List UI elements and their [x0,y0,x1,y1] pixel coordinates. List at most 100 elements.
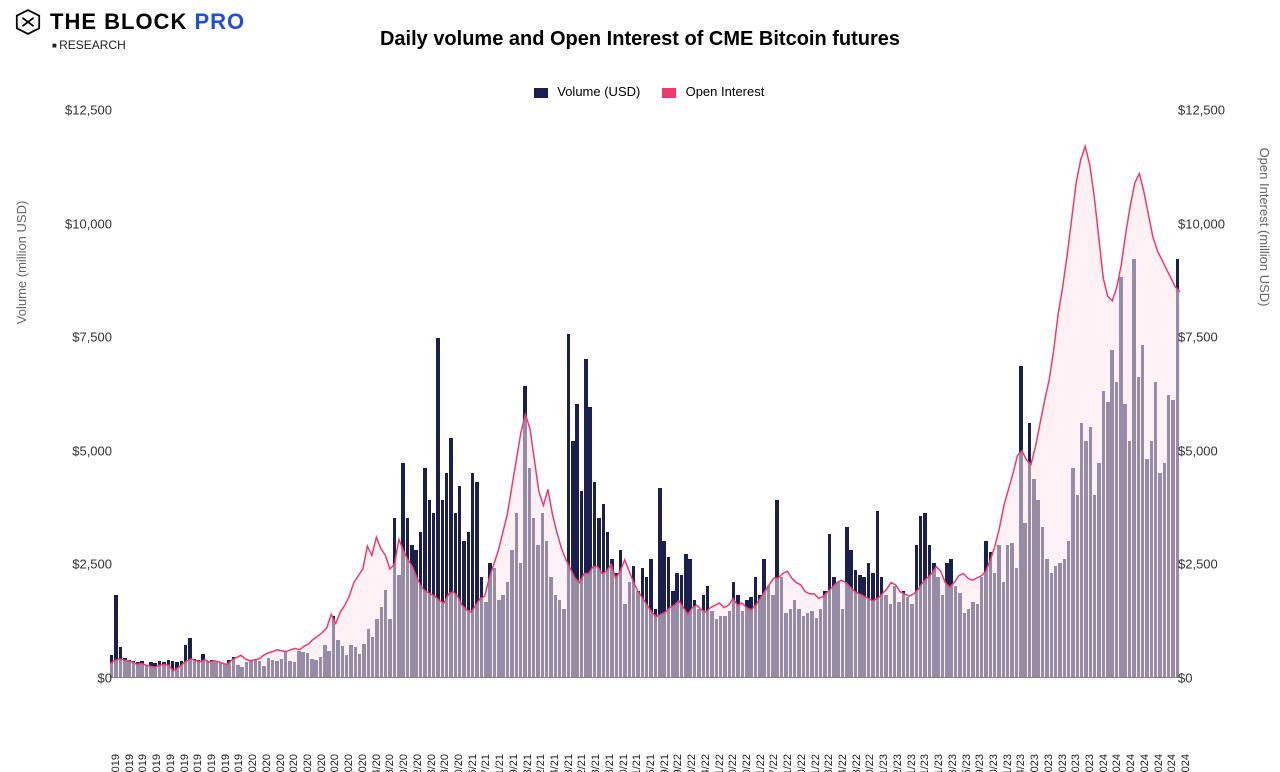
x-tick: 3/30/2020 [288,754,300,772]
x-tick: 7/23/2020 [357,754,369,772]
y-tick-left: $12,500 [65,103,112,118]
plot-surface [110,110,1180,678]
y-tick-right: $5,000 [1178,443,1218,458]
open-interest-line [110,110,1180,677]
x-tick: 8/1/23 [1002,754,1014,772]
x-tick: 12/5/21 [645,754,657,772]
x-tick: 6/25/2019 [124,754,136,772]
x-tick: 5/12/21 [535,754,547,772]
x-tick: 11/4/22 [837,754,849,772]
x-tick: 2/17/21 [480,754,492,772]
x-tick: 5/3/21 [522,754,534,772]
x-tick: 8/9/2019 [151,754,163,772]
x-tick: 8/14/20 [371,754,383,772]
x-tick: 3/21/23 [919,754,931,772]
x-tick: 5/3/23 [947,754,959,772]
x-tick: 11/21/2023 [1070,754,1082,772]
x-tick: 9/30/20 [398,754,410,772]
y-tick-right: $7,500 [1178,330,1218,345]
x-tick: 3/12/2024 [1139,754,1151,772]
x-tick: 10/20/21 [618,754,630,772]
x-tick: 10/17/2019 [192,754,204,772]
x-tick: 4/25/2024 [1166,754,1178,772]
x-axis-ticks: 6/3/20196/25/20197/18/20198/9/20199/3/20… [110,678,1180,772]
x-tick: 6/3/2019 [110,754,122,772]
x-tick: 11/28/22 [851,754,863,772]
x-tick: 6/30/2020 [343,754,355,772]
x-tick: 12/30/20 [453,754,465,772]
y-tick-left: $7,500 [72,330,112,345]
x-tick: 10/6/2023 [1029,754,1041,772]
x-tick: 3/1/23 [906,754,918,772]
x-tick: 11/13/20 [426,754,438,772]
x-tick: 8/1/22 [782,754,794,772]
x-tick: 9/25/2019 [179,754,191,772]
x-tick: 12/26/2019 [233,754,245,772]
y-tick-right: $10,000 [1178,216,1225,231]
x-tick: 9/3/2019 [165,754,177,772]
x-tick: 10/22/20 [412,754,424,772]
x-tick: 1/21/2020 [247,754,259,772]
x-tick: 12/13/2023 [1084,754,1096,772]
x-tick: 3/4/22 [700,754,712,772]
x-tick: 6/28/21 [563,754,575,772]
chart-legend: Volume (USD) Open Interest [0,84,1280,99]
x-tick: 5/25/23 [961,754,973,772]
legend-label-oi: Open Interest [686,84,765,99]
x-tick: 5/17/2024 [1180,754,1192,772]
x-tick: 1/19/22 [672,754,684,772]
legend-label-volume: Volume (USD) [557,84,640,99]
x-tick: 2/12/2020 [261,754,273,772]
y-tick-right: $2,500 [1178,557,1218,572]
x-tick: 7/18/2019 [137,754,149,772]
x-tick: 12/20/22 [864,754,876,772]
x-tick: 3/11/21 [494,754,506,772]
y-tick-right: $12,500 [1178,103,1225,118]
y-tick-right: $0 [1178,671,1192,686]
x-tick: 5/14/2020 [316,754,328,772]
x-tick: 6/8/2020 [329,754,341,772]
chart-plot-area: $0$0$2,500$2,500$5,000$5,000$7,500$7,500… [110,110,1180,678]
x-tick: 9/21/22 [810,754,822,772]
x-tick: 4/22/2020 [302,754,314,772]
x-tick: 6/19/23 [974,754,986,772]
x-tick: 2/2/23 [892,754,904,772]
x-tick: 3/29/21 [508,754,520,772]
x-tick: 8/30/22 [796,754,808,772]
x-tick: 7/7/22 [768,754,780,772]
x-tick: 9/28/21 [604,754,616,772]
x-tick: 7/10/23 [988,754,1000,772]
x-tick: 1/16/21 [467,754,479,772]
x-tick: 6/4/21 [549,754,561,772]
x-tick: 8/12/21 [576,754,588,772]
x-tick: 12/29/21 [659,754,671,772]
x-tick: 12/8/20 [439,754,451,772]
x-tick: 1/26/2024 [1111,754,1123,772]
page-root: THE BLOCK PRO RESEARCH Daily volume and … [0,0,1280,772]
x-tick: 1/11/23 [878,754,890,772]
x-tick: 10/14/2023 [1043,754,1055,772]
x-tick: 2/19/2024 [1125,754,1137,772]
x-tick: 4/3/2024 [1153,754,1165,772]
y-tick-left: $2,500 [72,557,112,572]
y-axis-left-label: Volume (million USD) [14,201,29,325]
x-tick: 4/1/22 [714,754,726,772]
x-tick: 10/30/2023 [1057,754,1069,772]
x-tick: 3/6/2020 [275,754,287,772]
x-tick: 5/10/22 [741,754,753,772]
x-tick: 11/11/21 [631,754,643,772]
x-tick: 4/11/23 [933,754,945,772]
legend-swatch-volume [534,88,548,98]
x-tick: 11/8/2019 [206,754,218,772]
x-tick: 9/3/21 [590,754,602,772]
x-tick: 4/20/22 [727,754,739,772]
x-tick: 9/8/20 [384,754,396,772]
x-tick: 6/1/22 [755,754,767,772]
x-tick: 1/4/2024 [1098,754,1110,772]
y-tick-left: $10,000 [65,216,112,231]
x-tick: 10/13/22 [823,754,835,772]
legend-swatch-oi [662,88,676,98]
x-tick: 2/10/22 [686,754,698,772]
x-tick: 12/3/2019 [220,754,232,772]
y-axis-right-label: Open Interest (million USD) [1257,148,1272,307]
